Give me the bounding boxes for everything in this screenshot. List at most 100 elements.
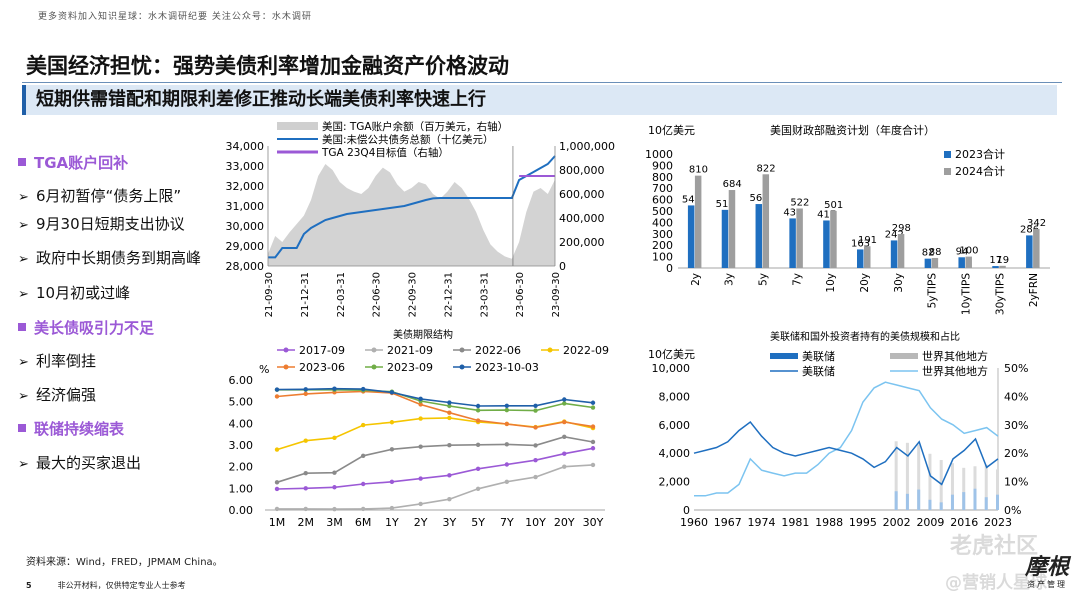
legend-label: 美联储 xyxy=(802,349,835,363)
legend-label: 美联储 xyxy=(802,364,835,378)
legend-swatch xyxy=(944,168,951,175)
data-point xyxy=(418,402,423,407)
series-line xyxy=(277,389,594,412)
chart-title: 美联储和国外投资者持有的美债规模和占比 xyxy=(770,330,960,343)
y-axis-label: % xyxy=(259,363,269,376)
bullet-item: ➢ 10月初或过峰 xyxy=(18,282,130,303)
data-point xyxy=(303,506,308,512)
left-tick-label: 0 xyxy=(683,504,690,517)
x-tick-label: 22-06-30 xyxy=(372,272,383,317)
bullet-text: 经济偏强 xyxy=(36,386,97,404)
data-point xyxy=(475,418,481,423)
data-point xyxy=(447,473,452,478)
left-tick-label: 4,000 xyxy=(659,447,691,460)
bar xyxy=(687,205,695,268)
data-point xyxy=(360,481,366,487)
x-tick-label: 23-06-30 xyxy=(515,272,526,317)
legend-marker xyxy=(371,347,377,353)
x-tick-label: 22-03-31 xyxy=(336,272,347,317)
legend-marker xyxy=(459,347,465,353)
data-point xyxy=(504,407,510,413)
right-tick-label: 50% xyxy=(1004,362,1028,375)
bar-value-label: 501 xyxy=(824,200,843,211)
fed-holdings-bar xyxy=(917,489,921,510)
bar xyxy=(857,249,864,268)
data-point xyxy=(447,400,452,405)
x-tick-label: 22-09-30 xyxy=(408,272,419,317)
data-point xyxy=(447,403,452,409)
bar xyxy=(864,246,871,268)
data-point xyxy=(562,434,567,439)
data-point xyxy=(590,405,596,410)
data-point xyxy=(274,394,280,399)
legend-label: 美国: TGA账户余额（百万美元，右轴） xyxy=(322,120,508,133)
data-point xyxy=(533,425,538,430)
data-point xyxy=(504,403,510,408)
data-point xyxy=(590,424,596,429)
legend-label: 2023-06 xyxy=(299,361,345,374)
data-point xyxy=(475,486,481,491)
x-tick-label: 1981 xyxy=(781,516,809,529)
row-share-line xyxy=(694,381,999,497)
data-point xyxy=(303,486,308,491)
y-tick-label: 1.00 xyxy=(229,482,254,495)
category-label: 10y xyxy=(825,273,837,293)
fed-holdings-bar xyxy=(962,492,966,510)
y-tick-label: 800 xyxy=(652,171,673,184)
data-point xyxy=(418,501,423,507)
chart-title: 美国财政部融资计划（年度合计） xyxy=(770,123,935,137)
bar-value-label: 191 xyxy=(858,235,877,246)
arrow-bullet-icon: ➢ xyxy=(18,218,29,233)
y-tick-label: 900 xyxy=(652,159,673,172)
bar xyxy=(728,190,736,268)
fed-holdings-bar xyxy=(984,497,988,510)
category-label: 2y xyxy=(690,273,702,286)
bullet-text: TGA账户回补 xyxy=(34,154,129,172)
data-point xyxy=(274,480,280,485)
data-point xyxy=(533,474,538,480)
bar xyxy=(890,240,898,268)
x-tick-label: 21-09-30 xyxy=(264,272,275,317)
data-point xyxy=(332,485,337,490)
data-point xyxy=(590,439,596,445)
bar xyxy=(762,174,770,268)
bar-value-label: 17 xyxy=(989,255,1002,266)
y-tick-label: 1000 xyxy=(645,148,673,161)
data-point xyxy=(303,470,308,476)
data-point xyxy=(562,451,567,456)
data-point xyxy=(389,479,395,485)
title-divider xyxy=(22,82,1062,83)
data-point xyxy=(332,470,337,475)
fed-share-line xyxy=(693,420,999,486)
x-tick-label: 2016 xyxy=(950,516,978,529)
bar xyxy=(1026,235,1033,268)
bullet-heading: TGA账户回补 xyxy=(18,152,128,173)
bar xyxy=(830,210,837,268)
bullet-text: 10月初或过峰 xyxy=(36,284,131,302)
bar-value-label: 435 xyxy=(783,207,802,218)
yield-curve-chart: 美债期限结构% 2017-09 2021-09 2022-06 2022-09 2023-… xyxy=(229,328,609,529)
bar-value-label: 822 xyxy=(756,163,775,174)
x-tick-label: 30Y xyxy=(583,516,604,529)
x-tick-label: 23-03-31 xyxy=(479,272,490,317)
bullet-item: ➢ 最大的买家退出 xyxy=(18,452,141,473)
row-holdings-bar xyxy=(905,442,909,510)
data-point xyxy=(533,403,538,408)
category-label: 20y xyxy=(859,273,871,293)
category-label: 30yTIPS xyxy=(994,273,1006,315)
logo-subtext: 资产管理 xyxy=(1027,580,1067,589)
square-bullet-icon xyxy=(18,158,26,166)
data-point xyxy=(389,447,395,452)
legend-marker xyxy=(371,364,377,370)
fed-holdings-bar xyxy=(996,494,999,510)
left-tick-label: 2,000 xyxy=(659,476,691,489)
row-holdings-bar xyxy=(950,463,954,510)
row-holdings-bar xyxy=(894,441,898,510)
bullet-text: 6月初暂停“债务上限” xyxy=(36,187,182,205)
right-tick-label: 10% xyxy=(1004,476,1028,489)
bar xyxy=(823,220,830,268)
y-tick-label: 2.00 xyxy=(229,461,254,474)
y-tick-label: 6.00 xyxy=(229,374,254,387)
x-tick-label: 1967 xyxy=(714,516,742,529)
